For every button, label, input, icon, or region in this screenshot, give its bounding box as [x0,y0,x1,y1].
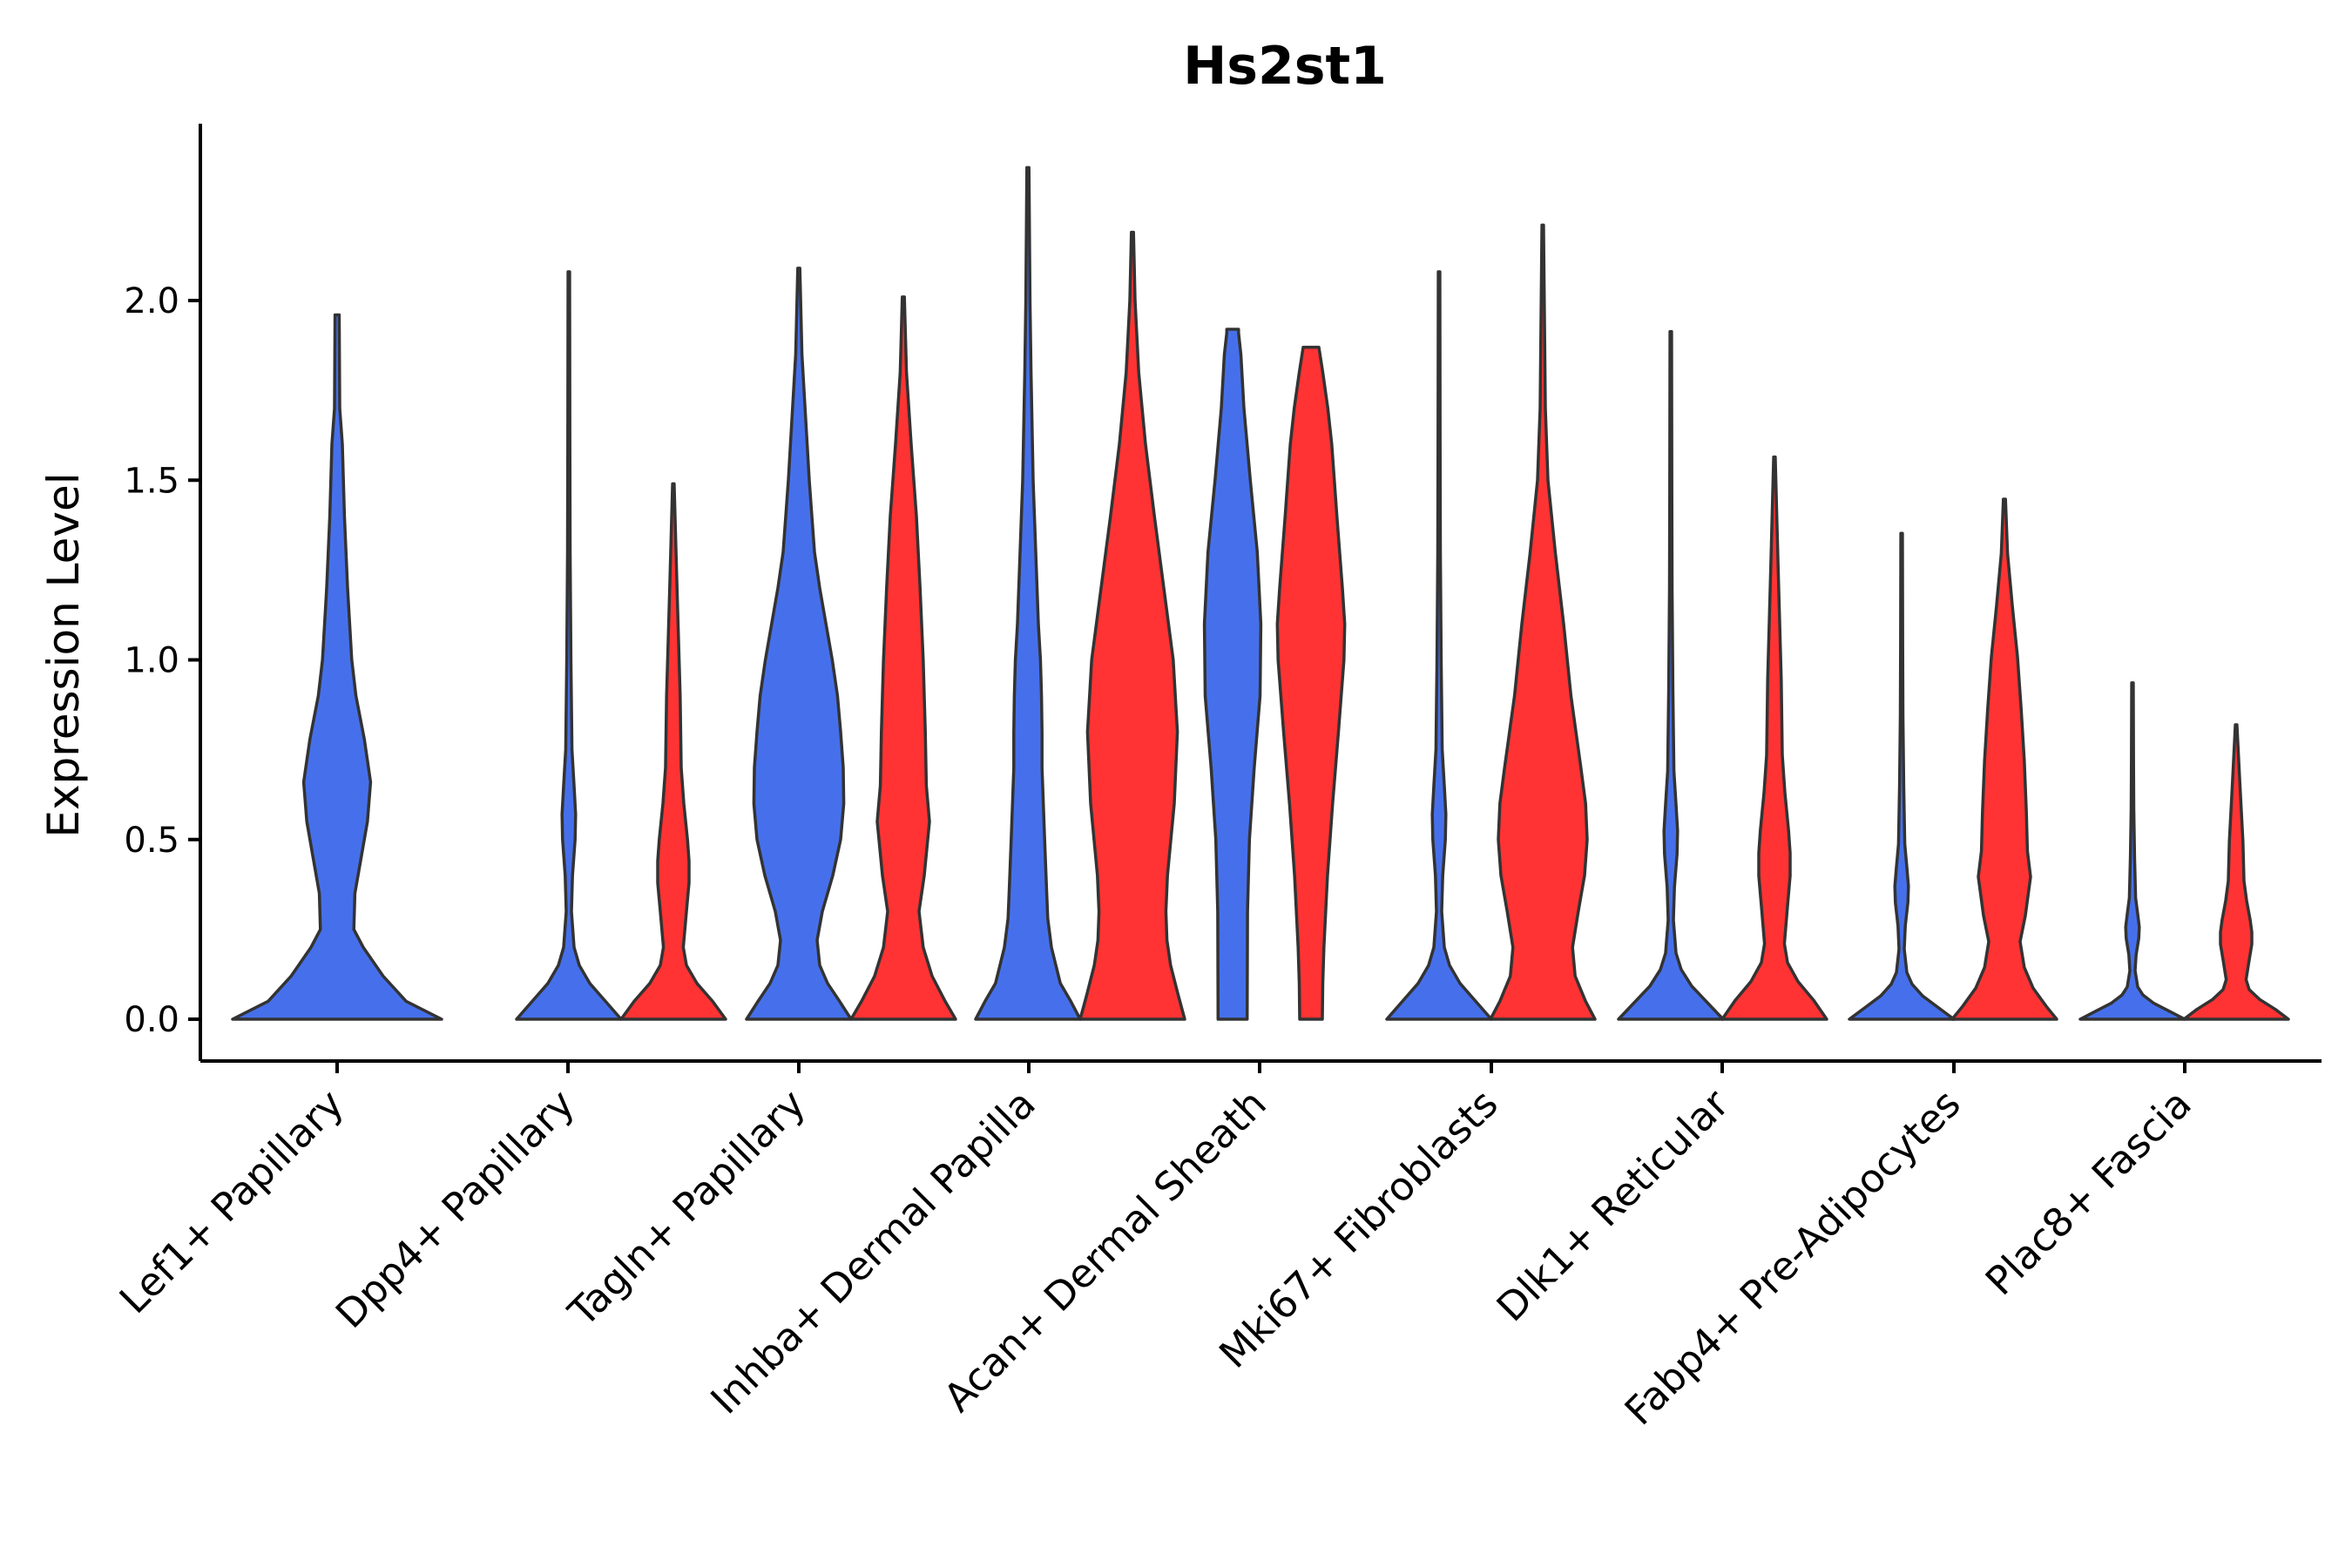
violin-red-5 [1275,345,1347,1021]
violin-blue-5 [1202,328,1263,1021]
violin-blue-1 [231,313,443,1021]
y-tick-label: 2.0 [124,281,179,321]
violin-red-4 [1078,230,1186,1021]
violin-blue-3 [745,267,853,1021]
x-tick-label: Dpp4+ Papillary [327,1080,584,1337]
x-tick-label: Lef1+ Papillary [111,1080,353,1322]
y-tick-label: 1.0 [124,641,179,681]
violin-layer [231,166,2290,1021]
violin-red-3 [849,295,957,1021]
violin-blue-6 [1385,270,1493,1021]
violin-red-8 [1950,497,2058,1021]
violin-blue-8 [1848,531,1956,1021]
violin-blue-4 [974,166,1082,1021]
y-axis-title: Expression Level [38,472,89,837]
violin-blue-7 [1617,329,1725,1021]
violin-red-9 [2182,723,2290,1021]
chart-title: Hs2st1 [1183,36,1387,97]
x-tick-label: Dlk1+ Reticular [1488,1080,1738,1330]
violin-blue-9 [2078,681,2186,1021]
violin-blue-2 [515,270,623,1021]
y-tick-label: 0.0 [124,1000,179,1040]
x-tick-label: Tagln+ Papillary [559,1080,814,1335]
x-tick-label: Plac8+ Fascia [1977,1080,2200,1304]
violin-red-2 [619,482,727,1021]
violin-red-6 [1489,223,1597,1021]
violin-red-7 [1720,455,1828,1021]
y-tick-label: 0.5 [124,821,179,861]
y-tick-label: 1.5 [124,461,179,501]
